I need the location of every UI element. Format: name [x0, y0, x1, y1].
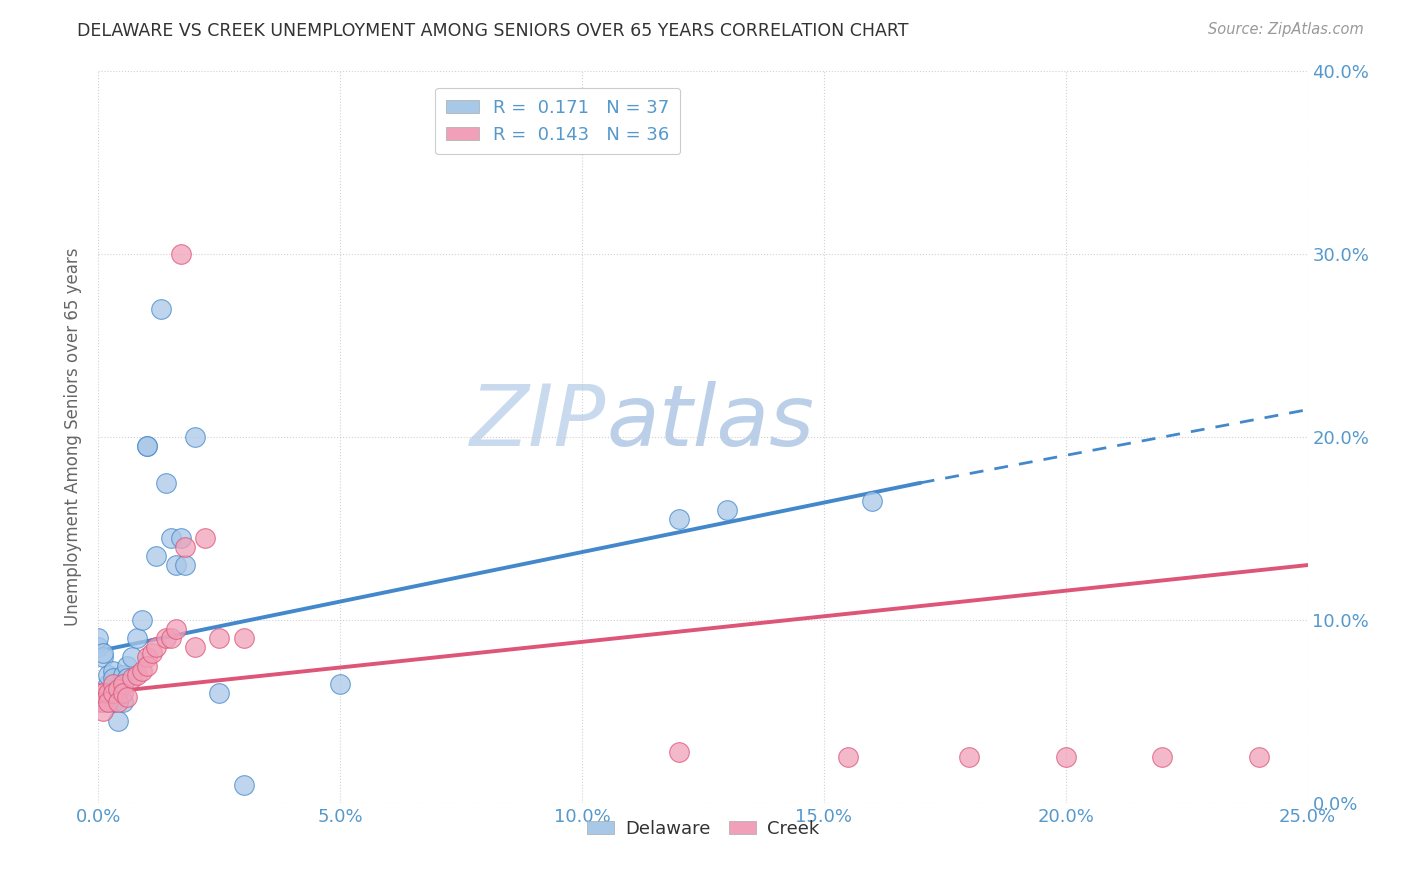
Point [97, 677, 120, 691]
Point [107, 682, 129, 697]
Point [121, 649, 143, 664]
Point [165, 622, 187, 636]
Point [91, 705, 114, 719]
Text: atlas: atlas [606, 381, 814, 464]
Point [860, 494, 883, 508]
Point [194, 531, 217, 545]
Point [135, 439, 157, 453]
Text: ZIP: ZIP [470, 381, 606, 464]
Point [101, 686, 124, 700]
Point [87, 632, 110, 646]
Point [174, 540, 197, 554]
Point [111, 667, 134, 681]
Point [232, 632, 254, 646]
Point [169, 531, 191, 545]
Point [957, 750, 980, 764]
Point [97, 686, 120, 700]
Point [155, 475, 177, 490]
Point [169, 247, 191, 261]
Point [135, 649, 157, 664]
Point [716, 503, 738, 517]
Point [145, 640, 167, 655]
Point [208, 686, 231, 700]
Point [837, 750, 859, 764]
Point [87, 640, 110, 655]
Y-axis label: Unemployment Among Seniors over 65 years: Unemployment Among Seniors over 65 years [65, 248, 83, 626]
Point [135, 658, 157, 673]
Point [107, 695, 129, 709]
Point [111, 695, 134, 709]
Point [111, 677, 134, 691]
Point [668, 512, 690, 526]
Point [329, 677, 352, 691]
Point [135, 439, 157, 453]
Point [97, 695, 120, 709]
Point [97, 686, 120, 700]
Point [668, 745, 690, 759]
Point [1152, 750, 1174, 764]
Point [91, 686, 114, 700]
Point [160, 632, 183, 646]
Point [141, 646, 163, 660]
Legend: Delaware, Creek: Delaware, Creek [581, 813, 825, 845]
Point [184, 430, 207, 444]
Point [131, 664, 153, 678]
Point [117, 672, 139, 686]
Point [117, 690, 139, 704]
Point [174, 558, 197, 573]
Point [1054, 750, 1077, 764]
Point [208, 632, 231, 646]
Point [1249, 750, 1271, 764]
Point [101, 677, 124, 691]
Point [117, 658, 139, 673]
Point [101, 695, 124, 709]
Point [91, 695, 114, 709]
Point [101, 686, 124, 700]
Point [91, 646, 114, 660]
Point [165, 558, 187, 573]
Point [87, 695, 110, 709]
Point [160, 531, 183, 545]
Point [232, 778, 254, 792]
Point [87, 686, 110, 700]
Text: DELAWARE VS CREEK UNEMPLOYMENT AMONG SENIORS OVER 65 YEARS CORRELATION CHART: DELAWARE VS CREEK UNEMPLOYMENT AMONG SEN… [77, 22, 908, 40]
Point [121, 672, 143, 686]
Point [184, 640, 207, 655]
Point [107, 686, 129, 700]
Point [145, 549, 167, 563]
Point [111, 677, 134, 691]
Point [131, 613, 153, 627]
Point [155, 632, 177, 646]
Point [101, 672, 124, 686]
Point [91, 649, 114, 664]
Point [107, 714, 129, 728]
Point [150, 301, 173, 317]
Text: Source: ZipAtlas.com: Source: ZipAtlas.com [1208, 22, 1364, 37]
Point [101, 664, 124, 678]
Point [111, 686, 134, 700]
Point [127, 632, 149, 646]
Point [127, 667, 149, 681]
Point [97, 667, 120, 681]
